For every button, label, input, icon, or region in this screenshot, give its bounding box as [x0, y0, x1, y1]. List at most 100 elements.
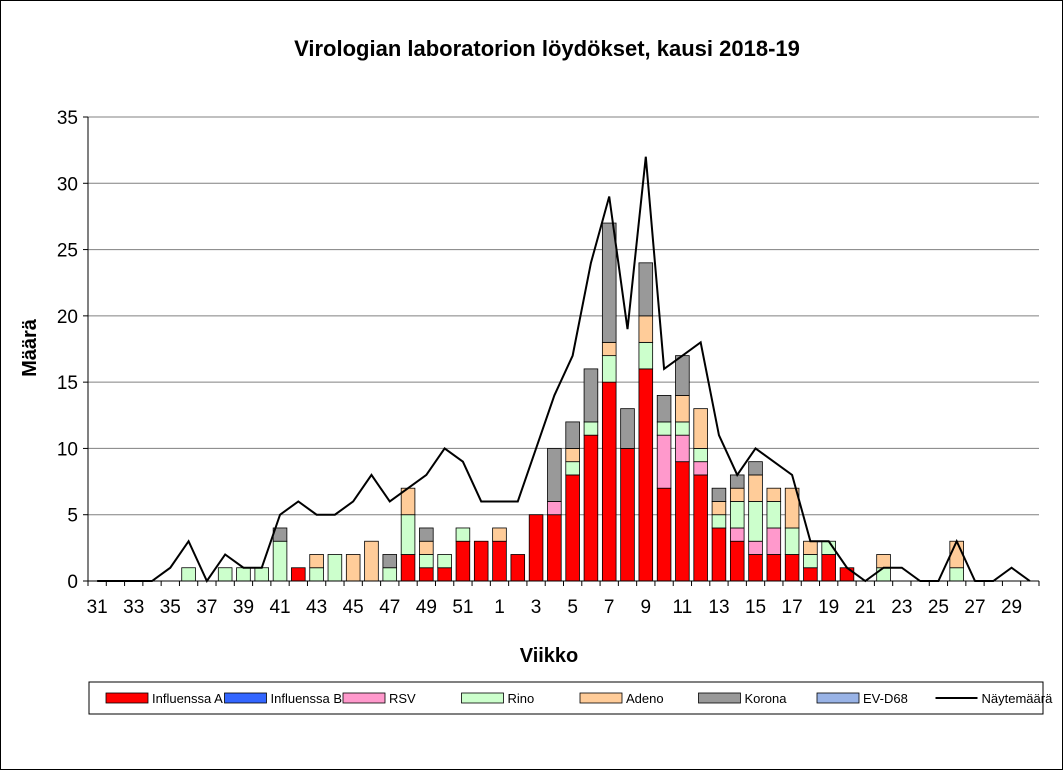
x-tick-label: 33	[123, 597, 144, 618]
bar-segment	[675, 461, 690, 582]
bar-segment	[419, 554, 434, 569]
bar-segment	[601, 341, 617, 357]
x-tick-label: 19	[818, 597, 839, 618]
bar-segment	[711, 487, 727, 502]
x-tick-label: 23	[891, 597, 912, 618]
bar-segment	[309, 554, 324, 569]
bar-segment	[455, 540, 471, 582]
legend-label: Rino	[508, 691, 535, 706]
x-tick-label: 9	[641, 597, 652, 618]
bar-segment	[949, 567, 964, 582]
x-tick-label: 11	[673, 597, 693, 618]
x-tick-label: 49	[416, 597, 437, 618]
bar-segment	[309, 567, 324, 582]
x-tick-label: 5	[567, 597, 578, 618]
bar-segment	[693, 474, 708, 582]
bar-segment	[693, 461, 708, 476]
y-tick-label: 25	[57, 241, 78, 262]
y-tick-label: 30	[57, 174, 78, 195]
legend-label: Näytemäärä	[982, 691, 1054, 706]
bar-segment	[547, 448, 562, 502]
bar-segment	[620, 408, 635, 449]
legend: Influenssa A Influenssa B RSV Rino Adeno Koro…	[88, 681, 1054, 715]
bar-segment	[748, 461, 763, 476]
legend-swatch	[342, 692, 386, 704]
bar-segment	[492, 527, 507, 542]
y-tick-label: 5	[67, 506, 78, 527]
y-axis-title: Määrä	[19, 318, 41, 377]
legend-label: Influenssa A	[152, 691, 223, 706]
legend-label: RSV	[389, 691, 416, 706]
bar-segment	[766, 554, 782, 582]
bar-segment	[729, 540, 745, 582]
bar-segment	[583, 368, 599, 423]
bar-segment	[693, 448, 708, 463]
x-tick-label: 45	[343, 597, 364, 618]
bar-segment	[601, 381, 617, 582]
bar-segment	[729, 527, 745, 542]
x-tick-labels: 31 33 35 37 39 41 43 45 47 49 51 1 3 5 7 9 11 13 15 17 19 21 2…	[87, 597, 1023, 618]
legend-swatch	[105, 692, 149, 704]
bar-segment	[839, 567, 855, 582]
bar-segment	[272, 540, 288, 582]
x-tick-label: 3	[531, 597, 542, 618]
bar-segment	[949, 540, 964, 569]
bar-segment	[729, 474, 745, 489]
y-tick-label: 35	[57, 108, 78, 129]
bar-segment	[803, 554, 818, 569]
x-tick-label: 47	[379, 597, 400, 618]
legend-label: Influenssa B	[271, 691, 343, 706]
bar-segment	[455, 527, 471, 542]
bar-segment	[620, 448, 635, 582]
bar-segment	[729, 501, 745, 529]
bar-segment	[565, 448, 580, 463]
bar-segment	[748, 554, 763, 582]
bar-segment	[729, 487, 745, 502]
x-tick-label: 17	[782, 597, 803, 618]
bar-segment	[419, 567, 434, 582]
x-tick-label: 35	[160, 597, 181, 618]
y-tick-labels: 0 5 10 15 20 25 30 35	[57, 108, 78, 593]
x-tick-label: 13	[708, 597, 729, 618]
bar-segment	[583, 434, 599, 582]
y-tick-label: 10	[57, 439, 78, 460]
bar-segment	[382, 567, 398, 582]
legend-swatch	[224, 692, 267, 704]
bar-segment	[711, 514, 727, 529]
bar-segment	[784, 527, 800, 555]
bar-segment	[675, 421, 690, 436]
bar-segment	[784, 487, 800, 529]
bar-segment	[345, 554, 361, 582]
bar-segment	[675, 434, 690, 463]
x-axis-title: Viikko	[520, 645, 579, 667]
x-tick-label: 41	[269, 597, 290, 618]
bar-segment	[876, 567, 891, 582]
bar-segment	[803, 567, 818, 582]
bar-segment	[583, 421, 599, 436]
y-tick-label: 15	[57, 373, 78, 394]
bars	[181, 222, 964, 582]
sample-count-line	[97, 156, 1031, 584]
bar-segment	[419, 540, 434, 555]
bar-segment	[748, 501, 763, 542]
chart-title: Virologian laboratorion löydökset, kausi…	[294, 36, 800, 61]
bar-segment	[400, 514, 416, 555]
bar-segment	[748, 474, 763, 502]
bar-segment	[565, 474, 580, 582]
bar-segment	[181, 567, 196, 582]
bar-segment	[419, 527, 434, 542]
bar-segment	[711, 527, 727, 582]
x-tick-label: 37	[196, 597, 217, 618]
x-tick-label: 21	[855, 597, 876, 618]
x-tick-label: 7	[604, 597, 615, 618]
legend-swatch	[579, 692, 623, 704]
legend-swatch	[816, 692, 860, 704]
legend-label: Korona	[745, 691, 788, 706]
bar-segment	[876, 554, 891, 569]
bar-segment	[400, 554, 416, 582]
bar-segment	[528, 514, 544, 582]
bar-segment	[565, 461, 580, 476]
legend-swatch	[698, 692, 741, 704]
